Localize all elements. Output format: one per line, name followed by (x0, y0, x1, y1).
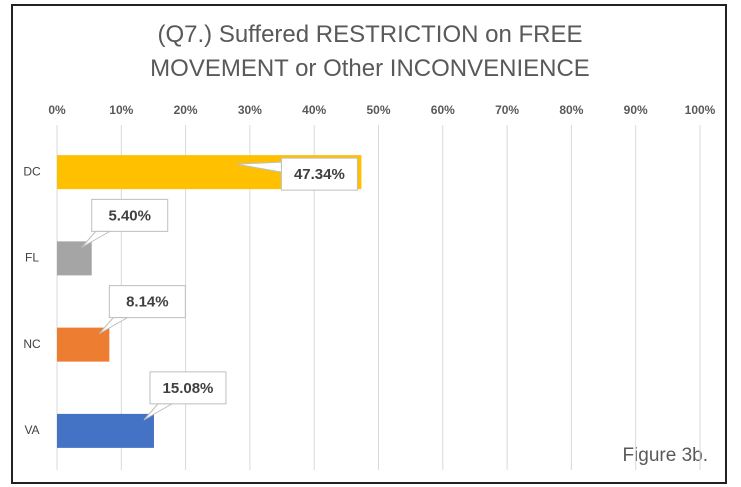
label-pointer (81, 230, 112, 248)
x-tick-label: 70% (495, 103, 519, 117)
x-tick-label: 80% (559, 103, 583, 117)
x-tick-label: 100% (685, 103, 716, 117)
x-tick-label: 50% (366, 103, 390, 117)
y-tick-label: DC (23, 164, 41, 178)
annotation: Figure 3b. (622, 445, 708, 466)
bar (57, 413, 154, 448)
label-box (91, 198, 169, 232)
value-label: 47.34% (294, 166, 345, 183)
x-tick-label: 40% (302, 103, 326, 117)
y-tick-label: NC (23, 337, 41, 351)
label-box (108, 285, 186, 319)
value-label: 15.08% (163, 380, 214, 397)
label-pointer (98, 317, 130, 335)
label-pointer (143, 403, 174, 421)
bar (57, 241, 92, 276)
label-box (280, 157, 358, 191)
y-tick-label: FL (25, 251, 39, 265)
x-tick-label: 10% (109, 103, 133, 117)
x-tick-label: 0% (48, 103, 66, 117)
frame (11, 4, 727, 484)
value-label: 5.40% (108, 207, 151, 224)
value-label: 8.14% (126, 294, 169, 311)
y-tick-label: VA (24, 423, 39, 437)
label-pointer (236, 161, 282, 173)
x-tick-label: 30% (238, 103, 262, 117)
chart-title: (Q7.) Suffered RESTRICTION on FREE MOVEM… (150, 21, 590, 82)
label-box (149, 371, 227, 405)
x-tick-label: 20% (174, 103, 198, 117)
x-tick-label: 60% (431, 103, 455, 117)
x-tick-label: 90% (624, 103, 648, 117)
